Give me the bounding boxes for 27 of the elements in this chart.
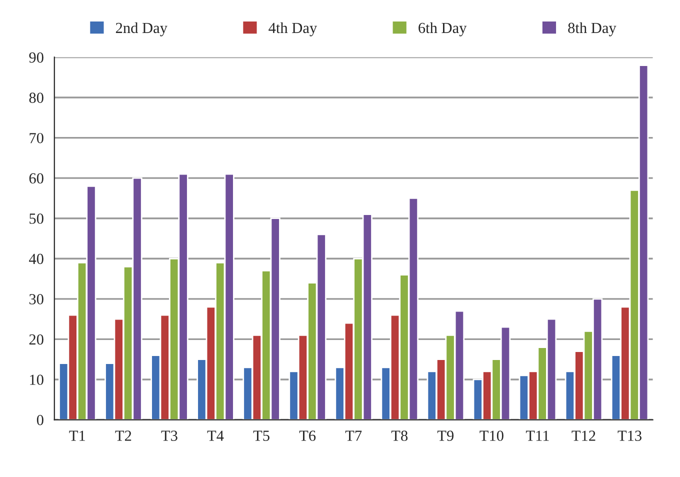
x-tick-label: T10: [480, 430, 504, 441]
x-tick-label: T11: [526, 430, 549, 441]
legend-label: 2nd Day: [116, 22, 168, 36]
x-tick-label: T12: [572, 430, 596, 441]
legend-label: 6th Day: [418, 22, 467, 36]
x-tick-label: T9: [437, 430, 454, 441]
x-tick-label: T6: [299, 430, 316, 441]
x-tick-label: T1: [69, 430, 85, 441]
x-tick-label: T3: [161, 430, 178, 441]
x-tick-label: T13: [618, 430, 642, 441]
y-tick-label: 90: [29, 52, 44, 63]
x-tick-label: T2: [115, 430, 132, 441]
y-tick-label: 80: [29, 92, 44, 103]
x-tick-label: T7: [345, 430, 362, 441]
x-tick-label: T5: [253, 430, 270, 441]
y-tick-label: 60: [29, 173, 44, 184]
y-tick-label: 20: [29, 334, 44, 345]
legend-label: 4th Day: [268, 22, 318, 36]
y-tick-label: 40: [29, 254, 44, 264]
x-tick-label: T4: [207, 430, 224, 441]
y-tick-label: 10: [30, 374, 44, 385]
y-tick-label: 0: [36, 414, 44, 426]
y-tick-label: 30: [29, 294, 44, 304]
x-tick-label: T8: [391, 430, 408, 441]
y-tick-label: 50: [30, 214, 44, 224]
y-tick-label: 70: [30, 132, 44, 144]
legend-label: 8th Day: [568, 22, 616, 36]
